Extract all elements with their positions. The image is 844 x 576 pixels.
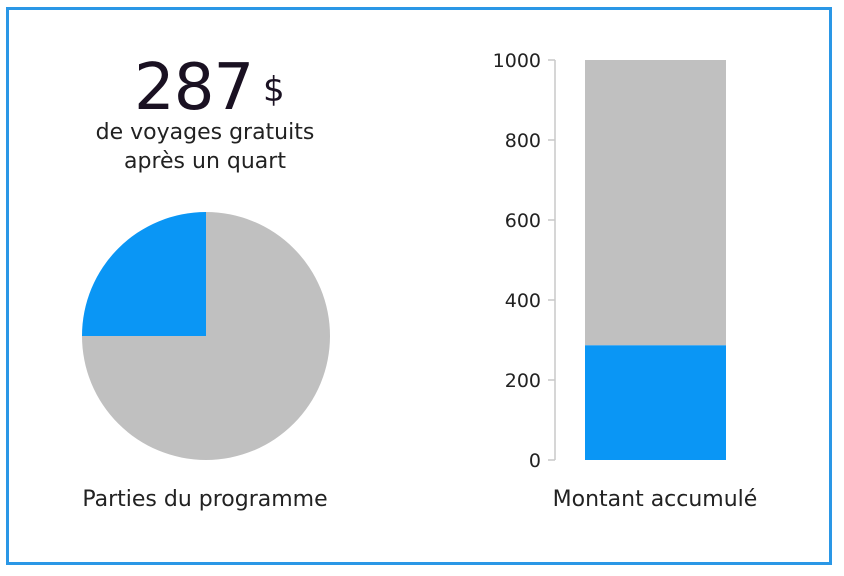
y-tick-label-600: 600 xyxy=(505,210,541,232)
y-tick-label-0: 0 xyxy=(529,450,541,472)
bar-segment-1 xyxy=(585,60,726,346)
pie-slice-0 xyxy=(82,212,206,336)
headline-currency: $ xyxy=(263,70,285,110)
headline-line1: de voyages gratuits xyxy=(95,120,315,145)
y-tick-label-400: 400 xyxy=(505,290,541,312)
bar-chart: 0 200 400 600 800 1000 xyxy=(470,40,770,480)
headline-line2: après un quart xyxy=(124,149,286,174)
y-tick-label-200: 200 xyxy=(505,370,541,392)
bar-segment-0 xyxy=(585,345,726,460)
y-tick-label-800: 800 xyxy=(505,130,541,152)
headline-amount: 287 xyxy=(134,51,254,125)
pie-caption: Parties du programme xyxy=(82,487,328,512)
pie-chart xyxy=(80,210,332,462)
bar-caption: Montant accumulé xyxy=(552,487,758,512)
y-tick-label-1000: 1000 xyxy=(493,50,541,72)
